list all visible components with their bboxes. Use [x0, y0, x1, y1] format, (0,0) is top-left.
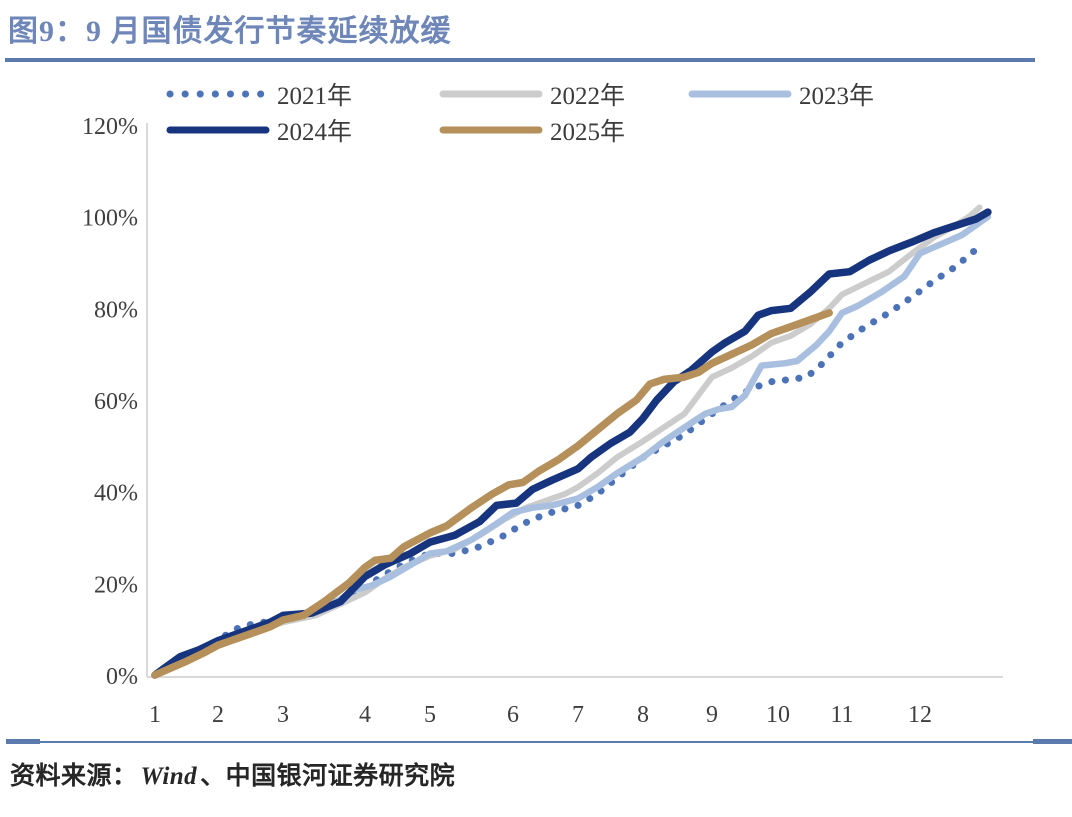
source-note: 资料来源： Wind 、中国银河证券研究院: [10, 756, 455, 792]
legend-item-2023年: 2023年: [687, 80, 874, 110]
y-tick-label: 60%: [94, 389, 138, 415]
source-suffix: 、中国银河证券研究院: [200, 763, 456, 790]
x-tick-label: 2: [212, 702, 224, 728]
legend-label-2022年: 2022年: [550, 83, 626, 110]
x-tick-label: 1: [149, 702, 161, 728]
figure-title: 图9：9 月国债发行节奏延续放缓: [8, 15, 452, 48]
source-prefix: 资料来源：: [10, 763, 138, 790]
top-divider: [5, 58, 1035, 62]
y-tick-label: 40%: [94, 481, 138, 507]
x-tick-label: 10: [766, 702, 790, 728]
legend-label-2025年: 2025年: [550, 119, 626, 146]
x-tick-label: 3: [277, 702, 289, 728]
x-tick-label: 7: [572, 702, 584, 728]
y-tick-label: 100%: [82, 206, 138, 232]
x-tick-label: 6: [507, 702, 519, 728]
source-wind-label: Wind: [140, 763, 198, 790]
x-tick-label: 9: [706, 702, 718, 728]
bottom-divider-line: [6, 741, 1066, 743]
legend-marker-2023年: [688, 90, 792, 98]
bottom-divider-right-cap: [1033, 739, 1072, 744]
legend-marker-2025年: [439, 126, 543, 134]
legend-item-2024年: 2024年: [165, 116, 352, 146]
series-line-2025年: [151, 309, 833, 679]
x-tick-label: 4: [359, 702, 371, 728]
bottom-divider-left-cap: [6, 739, 40, 744]
y-tick-label: 20%: [94, 572, 138, 598]
x-tick-label: 12: [908, 702, 932, 728]
legend-item-2021年: 2021年: [165, 80, 352, 110]
series-line-2022年: [152, 204, 983, 678]
legend-label-2021年: 2021年: [277, 83, 353, 110]
y-tick-label: 0%: [106, 664, 138, 690]
legend-label-2023年: 2023年: [799, 83, 875, 110]
legend-marker-2021年: [166, 90, 270, 98]
legend-item-2022年: 2022年: [438, 80, 625, 110]
legend-marker-2024年: [166, 126, 270, 134]
y-tick-label: 80%: [94, 297, 138, 323]
legend-item-2025年: 2025年: [438, 116, 625, 146]
legend-label-2024年: 2024年: [277, 119, 353, 146]
x-tick-label: 5: [424, 702, 436, 728]
series-line-2021年: [151, 243, 983, 679]
y-tick-label: 120%: [82, 114, 138, 140]
x-tick-label: 11: [830, 702, 853, 728]
series-line-2024年: [151, 208, 992, 679]
x-tick-label: 8: [637, 702, 649, 728]
chart-legend: 2021年 2022年 2023年 2024年 2025年: [0, 0, 1072, 160]
legend-marker-2022年: [439, 90, 543, 98]
